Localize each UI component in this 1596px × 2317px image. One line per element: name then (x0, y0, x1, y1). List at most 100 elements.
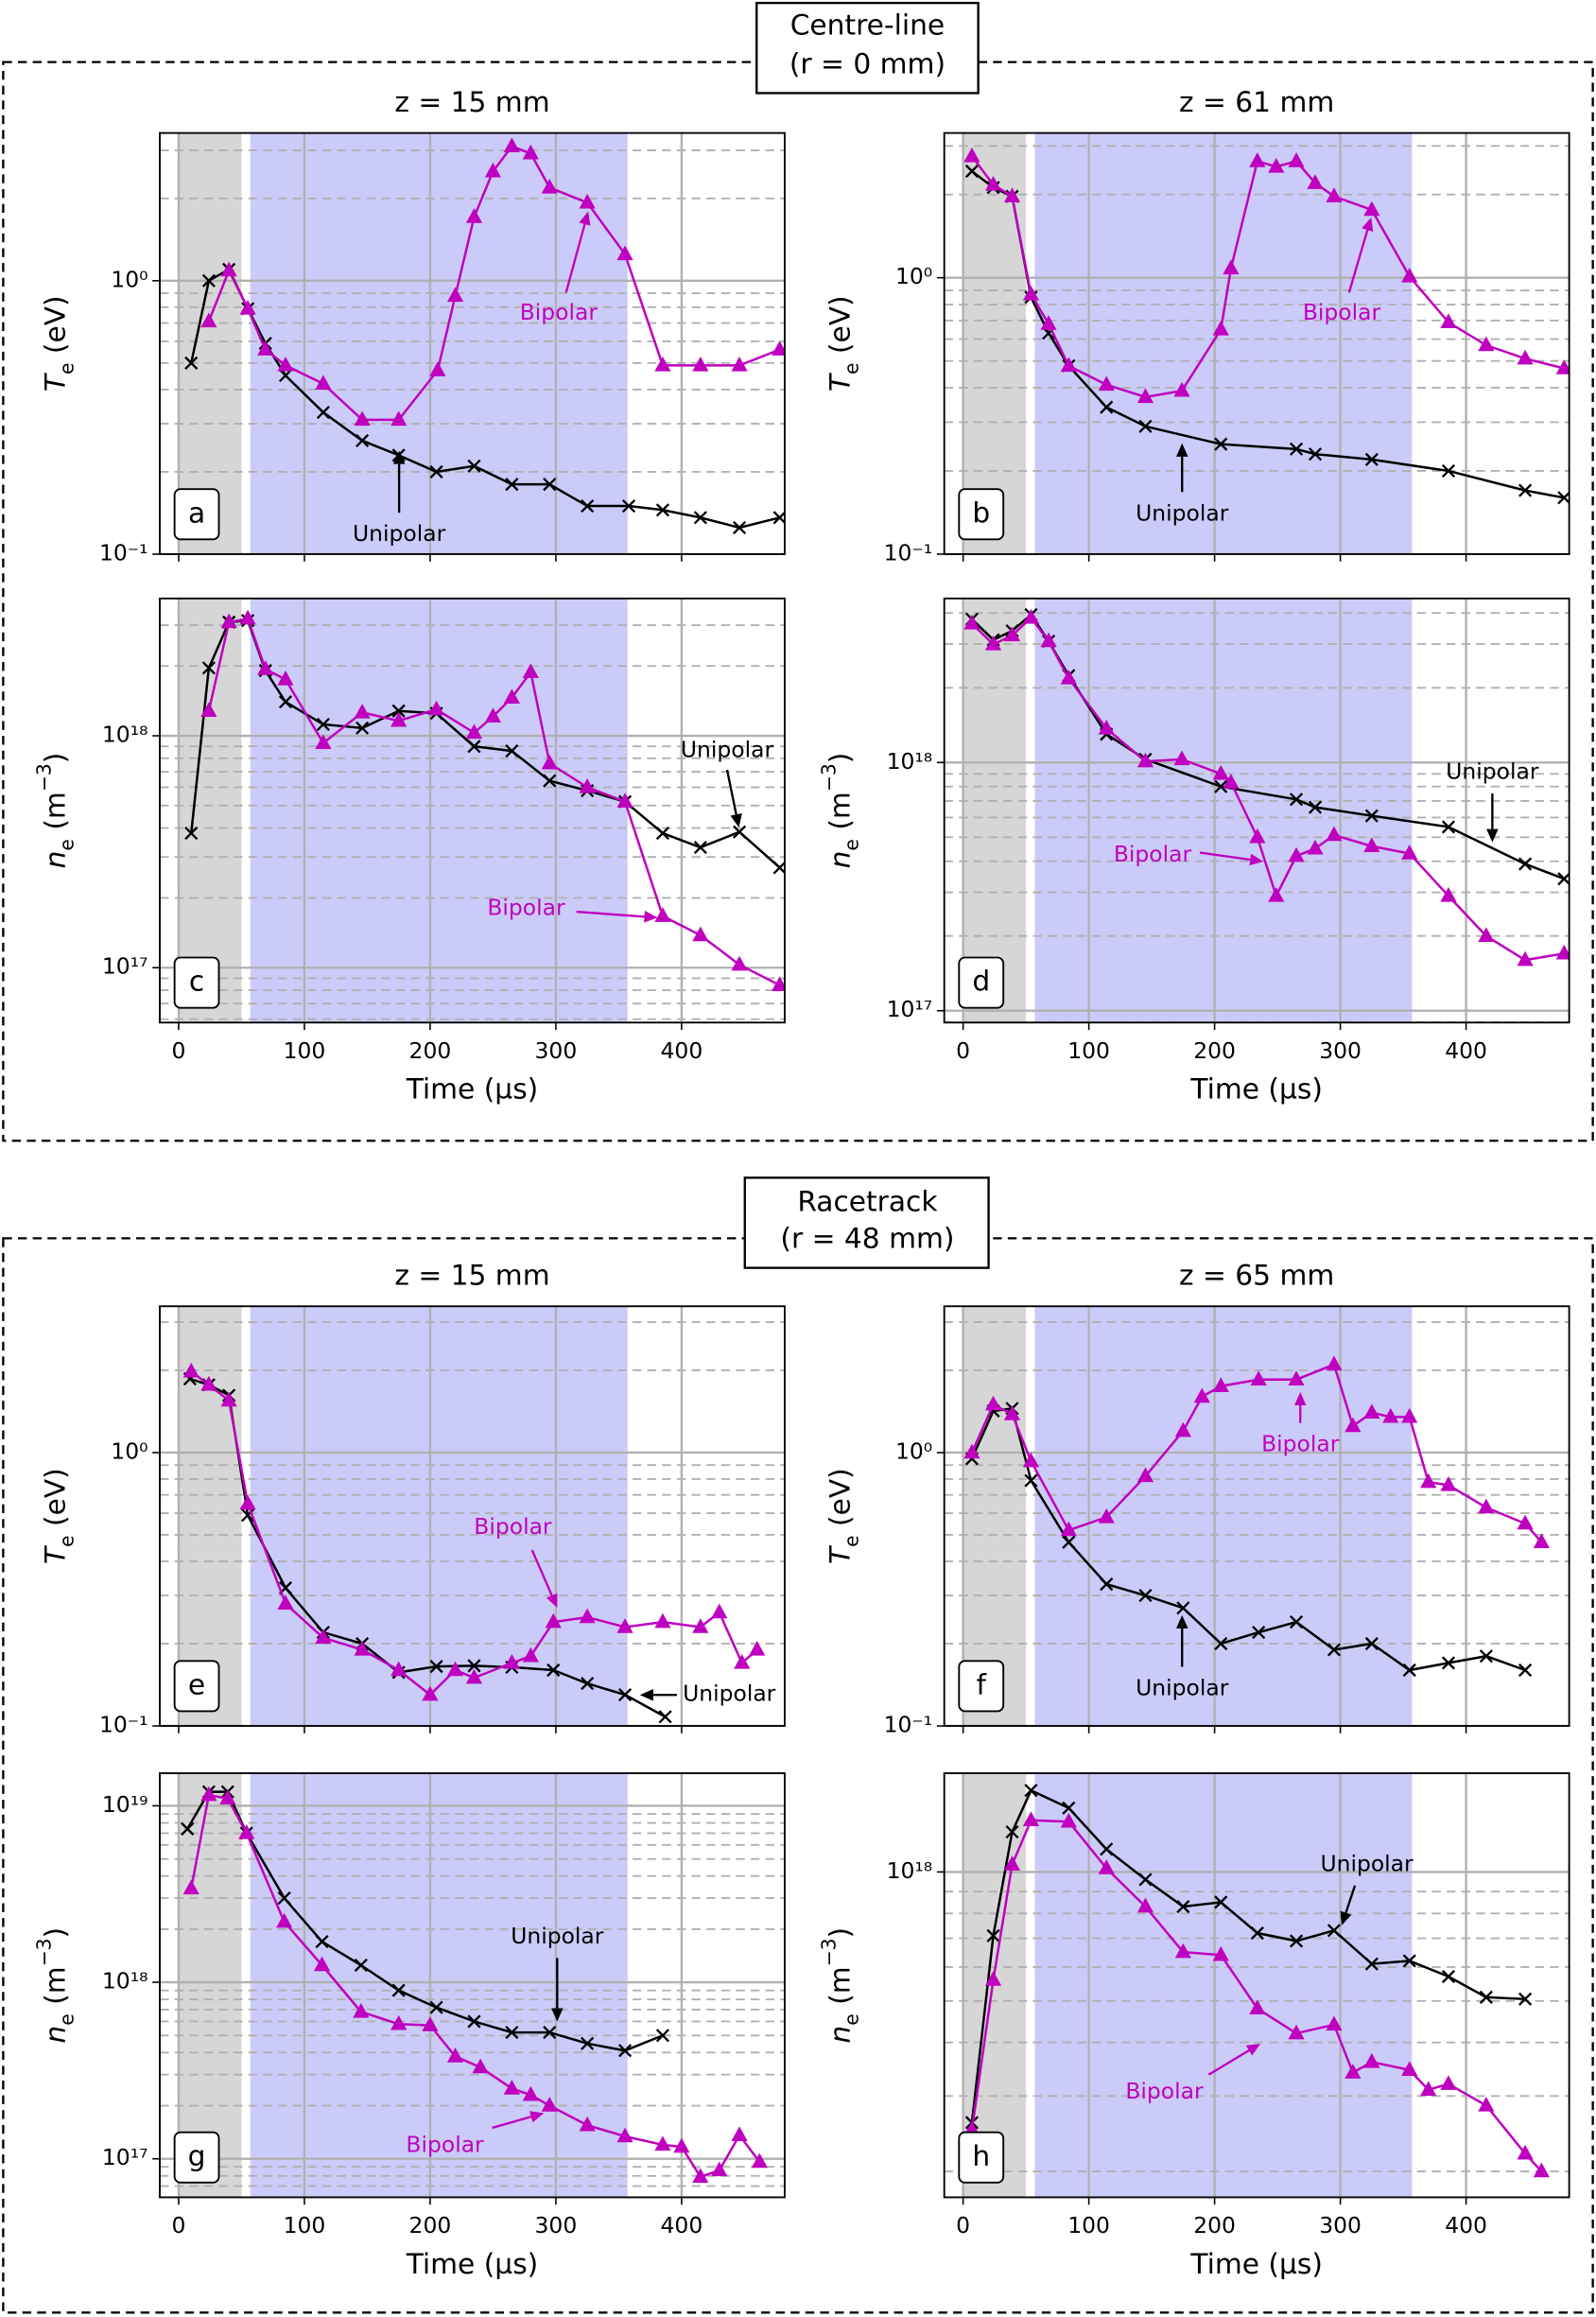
marker (541, 2097, 558, 2112)
y-axis-label: Te (eV) (823, 1468, 863, 1564)
marker (522, 663, 539, 679)
marker (1250, 1925, 1264, 1941)
marker (1289, 1934, 1304, 1948)
marker (1174, 1942, 1191, 1959)
x-tick-label: 400 (1445, 2212, 1487, 2239)
annotation: Bipolar (487, 894, 565, 920)
marker (1040, 632, 1057, 648)
marker (1518, 1992, 1533, 2006)
annotation: Bipolar (1303, 299, 1381, 325)
marker (1136, 752, 1154, 768)
marker (581, 1677, 595, 1691)
marker (422, 2016, 439, 2031)
x-tick-label: 100 (284, 2212, 326, 2239)
marker (467, 459, 481, 473)
y-axis-label-part: −3 (33, 763, 56, 792)
shaded-span (963, 598, 1027, 1023)
annotation-arrow (576, 910, 645, 918)
marker (1440, 2075, 1457, 2090)
annotation-arrowhead (579, 211, 591, 226)
x-tick-label: 100 (1067, 2212, 1110, 2239)
marker (1212, 320, 1229, 336)
marker (390, 410, 408, 427)
marker (467, 1659, 481, 1673)
y-axis-label-part: n (38, 851, 71, 869)
annotation-arrowhead (644, 911, 658, 923)
marker (1420, 2081, 1437, 2097)
marker (1288, 2024, 1305, 2040)
marker (541, 179, 558, 194)
axes-frame (159, 1772, 786, 2199)
plot-area (159, 132, 785, 554)
annotation-arrowhead (1176, 1614, 1188, 1629)
marker (541, 754, 558, 770)
y-tick-label: 10¹⁹ (102, 1791, 148, 1818)
marker (1402, 1954, 1416, 1968)
marker (316, 405, 330, 420)
marker (579, 1608, 596, 1624)
marker (484, 707, 502, 723)
panel-label-box (958, 488, 1005, 541)
panel-label: a (188, 496, 205, 529)
marker (1212, 1377, 1229, 1392)
x-axis-label: Time (µs) (1189, 1072, 1323, 1106)
annotation-arrowhead (1176, 443, 1188, 457)
marker (984, 636, 1002, 651)
marker (734, 1654, 751, 1669)
marker (1401, 268, 1418, 283)
panel-label: e (188, 1667, 205, 1700)
marker (751, 2152, 768, 2169)
annotation-arrow (725, 769, 737, 815)
annotation: Bipolar (406, 2131, 484, 2157)
marker (315, 375, 332, 391)
marker (1533, 2162, 1550, 2178)
axes-frame (159, 131, 786, 555)
marker (984, 175, 1002, 191)
marker (182, 1879, 200, 1895)
marker (1401, 1407, 1418, 1423)
annotation-arrow (530, 1549, 553, 1596)
marker (503, 688, 520, 704)
annotation: Bipolar (1125, 2078, 1204, 2104)
marker (654, 357, 671, 372)
y-axis-label-part: n (38, 2026, 71, 2044)
marker (543, 774, 557, 788)
y-axis-label-part: e (56, 2013, 78, 2026)
marker (1003, 187, 1021, 202)
marker (732, 825, 747, 839)
marker (693, 841, 707, 855)
marker (1100, 1842, 1114, 1856)
marker (1517, 1514, 1534, 1530)
marker (1193, 1387, 1210, 1403)
marker (390, 711, 408, 727)
marker (1060, 357, 1077, 373)
y-axis-label-part: T (38, 372, 71, 392)
annotation-arrowhead (1340, 1910, 1352, 1925)
marker (655, 503, 670, 517)
marker (1364, 1636, 1379, 1651)
annotation: Bipolar (520, 299, 598, 325)
marker (1308, 447, 1323, 462)
y-axis-label-part: (eV) (823, 1468, 856, 1535)
x-tick-label: 400 (661, 1037, 703, 1064)
y-tick-label: 10⁻¹ (99, 1711, 148, 1737)
marker (353, 2002, 370, 2018)
group-frame (2, 1237, 1594, 2314)
x-tick-label: 100 (284, 1037, 326, 1064)
annotation-arrow (1207, 2049, 1250, 2076)
y-axis-label-part: e (840, 363, 862, 375)
marker (1288, 846, 1305, 862)
marker (986, 1928, 1000, 1942)
marker (617, 1687, 633, 1702)
y-axis-label: Te (eV) (38, 1468, 78, 1564)
plot-area (159, 1773, 785, 2198)
marker (692, 357, 709, 372)
marker (181, 1821, 195, 1836)
series-line (190, 1793, 761, 2179)
panel-label: d (972, 965, 990, 998)
annotation-arrowhead (1294, 1391, 1307, 1405)
y-tick-label: 10⁻¹ (884, 1711, 933, 1737)
marker (1268, 158, 1285, 173)
marker (1363, 200, 1380, 217)
marker (354, 410, 371, 427)
